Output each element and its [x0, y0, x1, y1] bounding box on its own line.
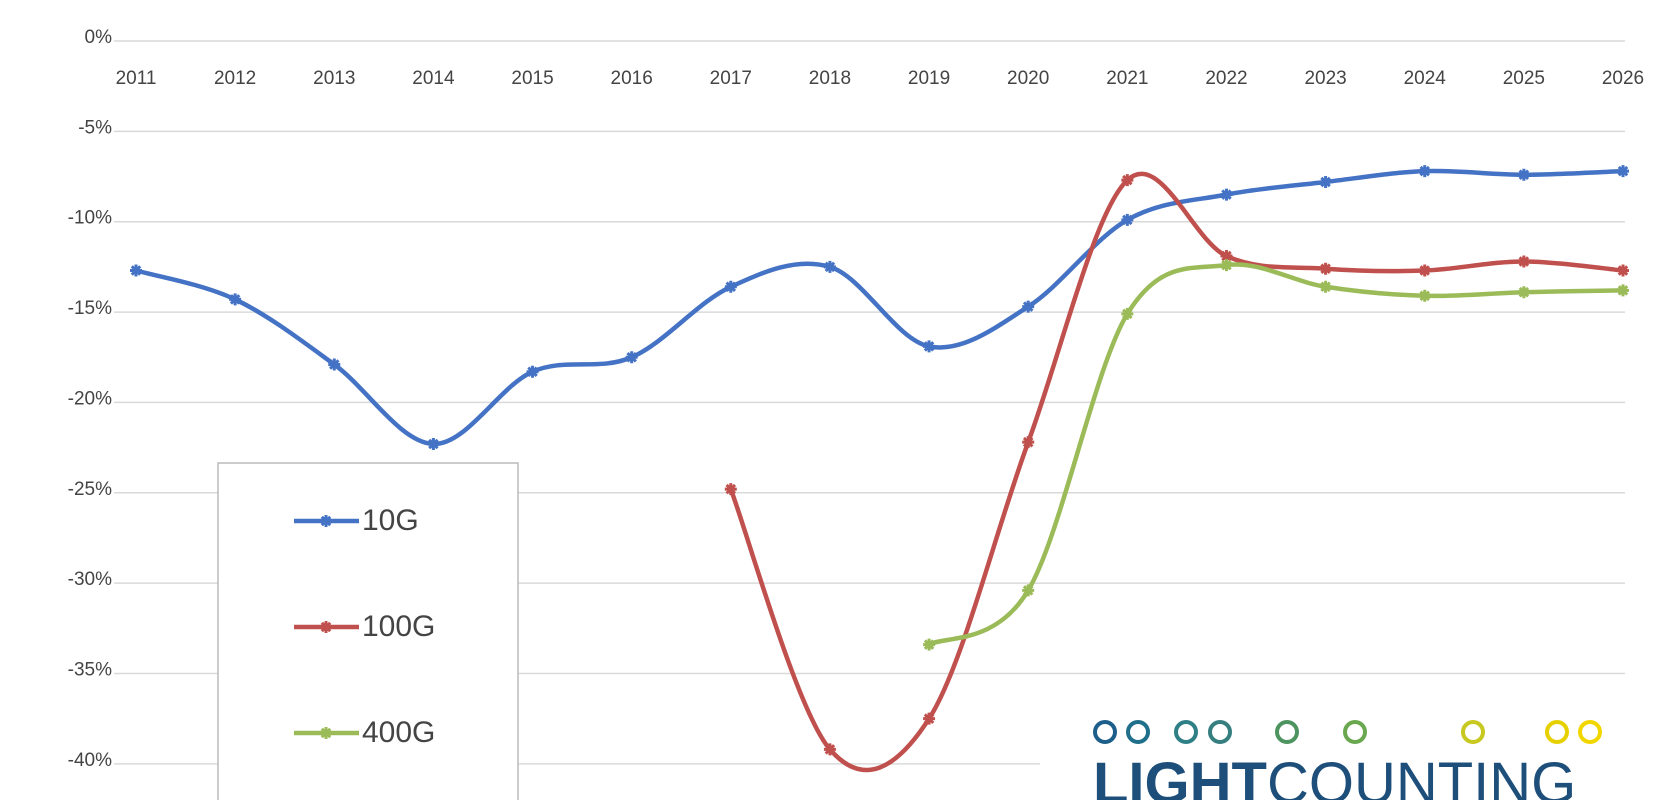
x-tick-label: 2016 — [611, 68, 653, 89]
data-point — [427, 437, 440, 450]
x-tick-label: 2022 — [1205, 68, 1247, 89]
legend-marker — [320, 515, 332, 527]
x-tick-label: 2014 — [412, 68, 455, 89]
data-point — [1022, 436, 1035, 449]
y-tick-label: -40% — [68, 750, 112, 771]
x-tick-label: 2011 — [116, 68, 157, 89]
data-point — [1517, 255, 1530, 268]
legend: 10G 100G 400G — [217, 462, 519, 800]
plot — [130, 165, 1629, 773]
x-tick-label: 2013 — [313, 68, 355, 89]
data-point — [823, 743, 836, 756]
y-tick-label: 0% — [85, 27, 113, 48]
y-tick-label: -20% — [68, 388, 112, 409]
x-tick-label: 2021 — [1106, 68, 1148, 89]
data-point — [923, 638, 936, 651]
data-point — [625, 351, 638, 364]
data-point — [526, 365, 539, 378]
data-point — [1617, 264, 1629, 277]
x-tick-label: 2017 — [710, 68, 752, 89]
data-point — [1319, 175, 1332, 188]
data-point — [1617, 165, 1629, 178]
logo: LIGHTCOUNTING — [1040, 702, 1680, 800]
x-tick-label: 2024 — [1404, 68, 1447, 89]
data-point — [130, 264, 142, 277]
y-tick-label: -25% — [68, 479, 112, 500]
x-tick-label: 2012 — [214, 68, 256, 89]
y-tick-label: -15% — [68, 298, 112, 319]
data-point — [1319, 262, 1332, 275]
data-point — [1220, 250, 1233, 263]
data-point — [1121, 307, 1134, 320]
x-tick-label: 2023 — [1304, 68, 1346, 89]
series-line — [728, 171, 1624, 773]
y-tick-label: -10% — [68, 208, 112, 229]
legend-box — [217, 462, 519, 800]
data-point — [1022, 300, 1035, 313]
data-point — [724, 280, 737, 293]
data-point — [328, 358, 341, 371]
data-point — [1418, 264, 1431, 277]
data-point — [724, 483, 737, 496]
y-tick-label: -35% — [68, 660, 112, 681]
logo-regular: COUNTING — [1267, 751, 1576, 800]
data-point — [1121, 213, 1134, 226]
y-tick-label: -30% — [68, 569, 112, 590]
data-point — [229, 293, 242, 306]
data-point — [1617, 284, 1629, 297]
x-tick-label: 2025 — [1503, 68, 1545, 89]
data-point — [923, 340, 936, 353]
series-line — [927, 262, 1624, 647]
data-point — [1220, 188, 1233, 201]
x-tick-label: 2020 — [1007, 68, 1049, 89]
data-point — [1517, 168, 1530, 181]
logo-text: LIGHTCOUNTING — [1093, 751, 1576, 800]
data-point — [1022, 584, 1035, 597]
data-point — [923, 712, 936, 725]
data-point — [823, 260, 836, 273]
x-tick-label: 2018 — [809, 68, 851, 89]
logo-bold: LIGHT — [1093, 751, 1267, 800]
x-tick-label: 2015 — [511, 68, 553, 89]
logo-circles — [1093, 720, 1602, 744]
series-line — [135, 168, 1624, 447]
x-tick-label: 2026 — [1602, 68, 1644, 89]
data-point — [1418, 165, 1431, 178]
legend-label: 100G — [362, 610, 435, 643]
x-tick-label: 2019 — [908, 68, 950, 89]
legend-label: 10G — [362, 504, 419, 537]
data-point — [1319, 280, 1332, 293]
y-tick-label: -5% — [78, 117, 112, 138]
data-point — [1121, 174, 1134, 187]
data-point — [1418, 289, 1431, 302]
data-point — [1220, 259, 1233, 272]
legend-label: 400G — [362, 716, 435, 749]
legend-marker — [320, 621, 332, 633]
data-point — [1517, 286, 1530, 299]
legend-marker — [320, 727, 332, 739]
